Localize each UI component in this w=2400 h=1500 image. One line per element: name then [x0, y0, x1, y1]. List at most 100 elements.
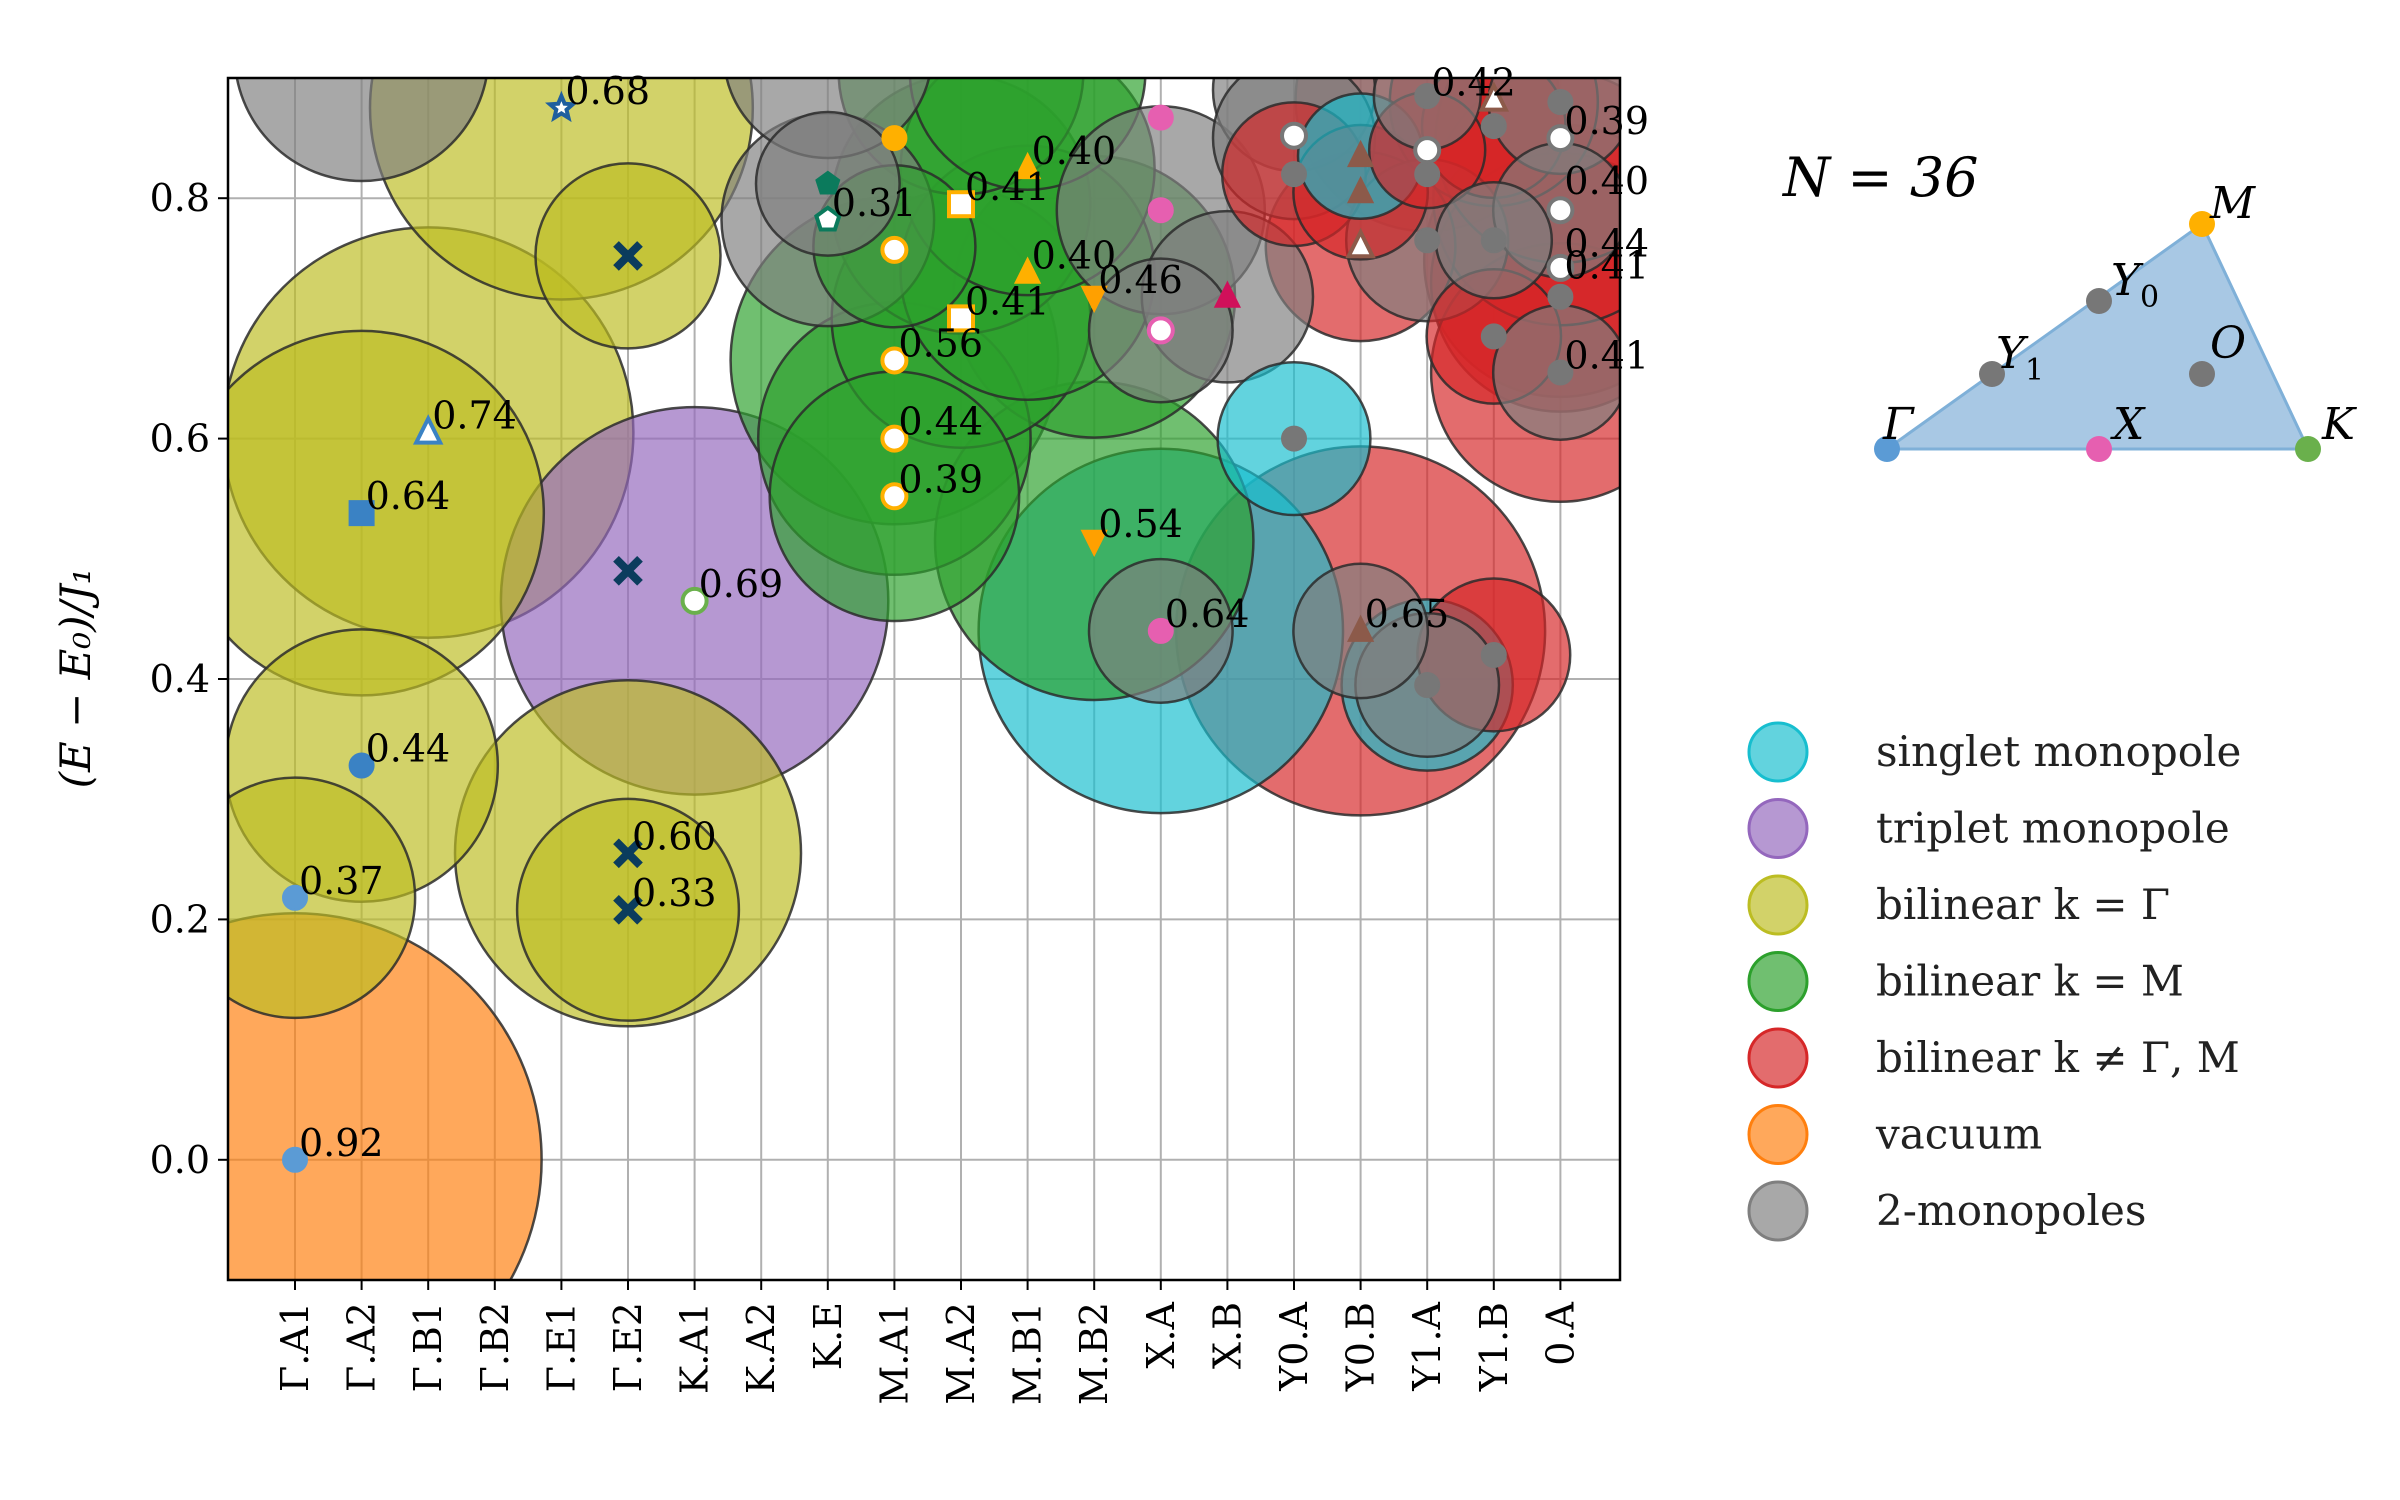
bubble [228, 776, 417, 1020]
inset-point-label: O [2210, 318, 2246, 369]
x-tick-label: X.B [1205, 1302, 1249, 1369]
marker-star [545, 90, 578, 123]
marker-circle [1547, 89, 1574, 116]
marker-triangle [1346, 614, 1375, 642]
x-tick-label: Γ.E2 [606, 1302, 650, 1392]
marker-triangle [1346, 139, 1375, 168]
y-tick-label: 0.8 [150, 176, 210, 220]
marker-circle [1414, 672, 1441, 699]
legend-marker [1747, 874, 1809, 936]
marker-triangle-down [1080, 285, 1108, 314]
marker-circle [880, 235, 909, 264]
x-tick-label: Y0.B [1339, 1302, 1383, 1392]
legend-label: singlet monopole [1876, 727, 2241, 776]
marker-circle [1414, 161, 1441, 188]
marker-circle [1281, 161, 1307, 188]
marker-triangle-down [1080, 529, 1108, 558]
value-label: 0.46 [1098, 258, 1183, 302]
value-label: 0.68 [565, 69, 650, 113]
marker-circle [880, 346, 909, 375]
marker-x-stroke [613, 555, 643, 586]
marker-circle [881, 125, 908, 152]
value-label: 0.39 [898, 457, 983, 501]
marker-pentagon [814, 205, 842, 232]
marker-x-stroke [613, 838, 643, 869]
marker-circle [1546, 196, 1575, 225]
x-tick-label: 0.A [1538, 1301, 1582, 1365]
y-tick-label: 0.2 [150, 897, 210, 941]
x-tick-label: X.A [1139, 1301, 1183, 1368]
x-tick-label: Γ.E1 [539, 1302, 583, 1392]
marker-circle [1280, 121, 1308, 150]
value-label: 0.69 [699, 562, 784, 606]
legend-label: bilinear k ≠ Γ, M [1876, 1033, 2240, 1082]
inset-point [1874, 436, 1900, 462]
marker-circle [1546, 253, 1575, 282]
marker-triangle [1345, 227, 1376, 259]
value-label: 0.44 [898, 400, 983, 444]
marker-triangle [412, 414, 444, 445]
x-tick-label: K.A2 [739, 1302, 783, 1394]
inset-point-subscript: 1 [2025, 353, 2044, 388]
value-label: 0.44 [366, 727, 451, 771]
marker-circle [1413, 136, 1442, 165]
value-label: 0.41 [965, 165, 1050, 209]
legend-marker [1747, 1027, 1809, 1089]
x-tick-label: Y0.A [1272, 1301, 1316, 1391]
marker-square [348, 500, 375, 527]
marker-x [613, 894, 643, 925]
legend-label: bilinear k = Γ [1876, 880, 2170, 929]
value-label: 0.92 [299, 1121, 384, 1165]
marker-x-stroke [613, 894, 643, 925]
marker-triangle [1013, 151, 1042, 180]
marker-circle [1147, 104, 1174, 131]
value-label: 0.41 [1564, 333, 1649, 377]
marker-circle [1546, 124, 1575, 153]
marker-circle [1146, 316, 1175, 345]
marker-circle [1480, 113, 1507, 140]
marker-pentagon [815, 170, 841, 195]
inset-point [2086, 436, 2112, 462]
value-label: 0.41 [1564, 243, 1649, 287]
value-label: 0.40 [1032, 129, 1117, 173]
marker-circle [880, 482, 909, 511]
marker-circle [1414, 83, 1441, 110]
y-tick-label: 0.4 [150, 657, 210, 701]
x-tick-label: Γ.A1 [273, 1302, 317, 1392]
legend-marker [1747, 721, 1809, 783]
value-label: 0.33 [632, 871, 717, 915]
legend-label: 2-monopoles [1876, 1186, 2146, 1235]
value-label: 0.39 [1564, 99, 1649, 143]
marker-circle [880, 424, 909, 453]
value-label-layer: 0.92 0.37 0.44 0.64 0.74 0.68 0.60 0.33 0.69 0.39… [299, 61, 1649, 1165]
inset-point [2295, 436, 2321, 462]
inset-point-label: Y1 [1996, 328, 2044, 388]
y-axis-title: (E − E₀)/J₁ [51, 568, 100, 789]
legend: singlet monopole triplet monopole bilinear… [1747, 721, 2241, 1242]
marker-circle [1480, 641, 1507, 668]
marker-square [947, 190, 975, 219]
inset-point-subscript: 0 [2140, 280, 2159, 315]
legend-label: vacuum [1875, 1110, 2042, 1159]
marker-circle [1414, 227, 1441, 254]
legend-marker [1747, 798, 1809, 859]
value-label: 0.41 [965, 279, 1050, 323]
x-tick-label: Γ.B1 [406, 1302, 450, 1393]
value-label: 0.54 [1098, 502, 1183, 546]
marker-x [613, 838, 643, 869]
inset-point [2086, 288, 2112, 314]
y-tick-label: 0.0 [150, 1138, 210, 1182]
marker-triangle [1013, 256, 1042, 284]
marker-circle [1480, 323, 1507, 350]
marker-circle [1147, 197, 1174, 224]
marker-triangle [1213, 280, 1242, 308]
value-label: 0.65 [1365, 592, 1450, 636]
marker-triangle [1346, 175, 1375, 204]
inset-point-label: X [2110, 399, 2146, 450]
x-tick-label: Y1.B [1472, 1302, 1516, 1392]
marker-triangle [1478, 81, 1510, 112]
x-tick-label: K.E [806, 1302, 850, 1370]
marker-circle [282, 1146, 308, 1173]
